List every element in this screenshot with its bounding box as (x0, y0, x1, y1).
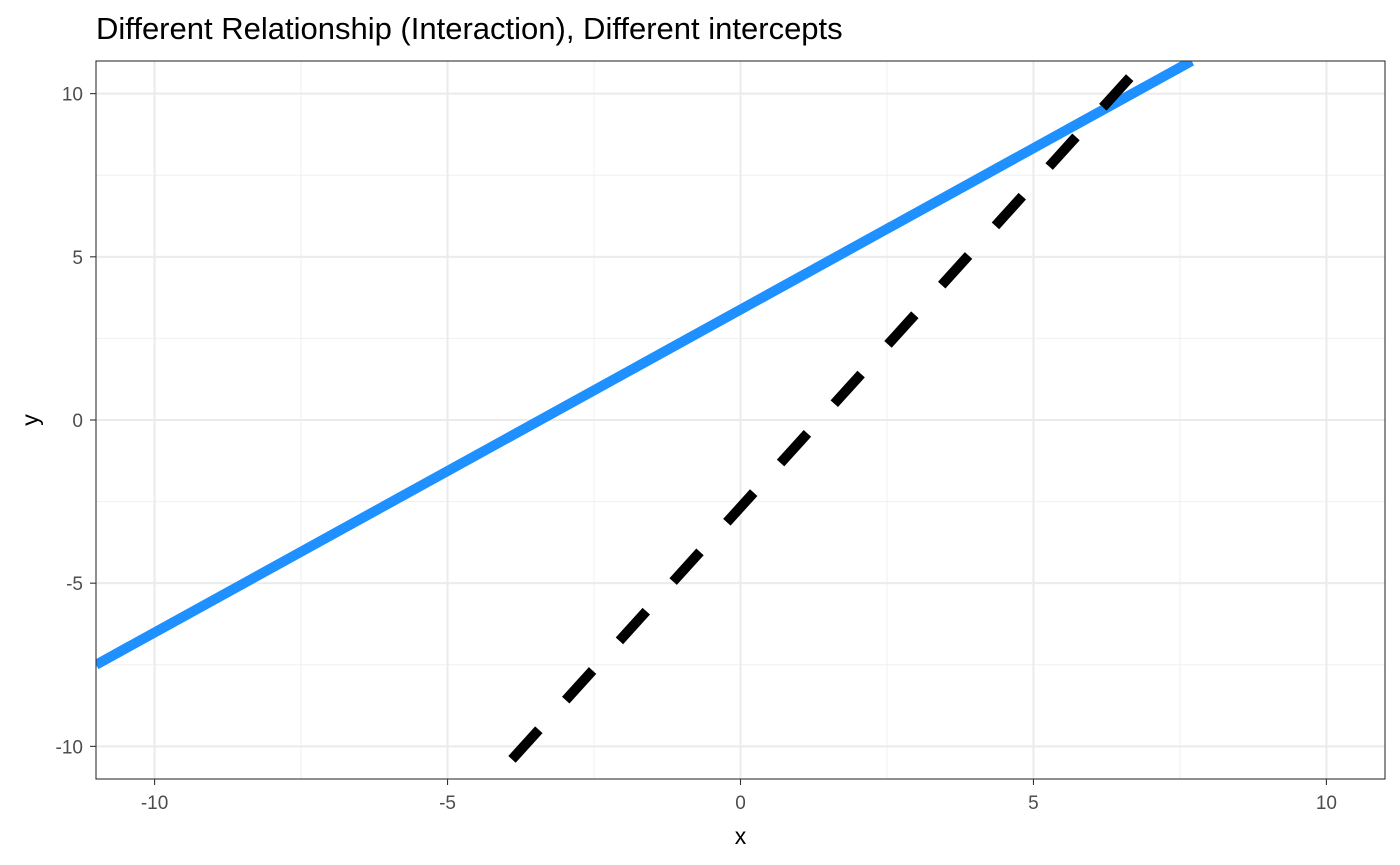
y-axis: -10 -5 0 5 10 (56, 85, 96, 758)
x-tick-label: -5 (439, 793, 456, 814)
x-tick-label: 10 (1316, 793, 1337, 814)
x-tick-label: 0 (735, 793, 746, 814)
chart-title: Different Relationship (Interaction), Di… (96, 11, 843, 46)
x-tick-label: -10 (141, 793, 168, 814)
x-tick-label: 5 (1028, 793, 1039, 814)
dashed-black-line (508, 61, 1149, 763)
x-axis-title: x (735, 823, 747, 849)
series-layer (96, 61, 1195, 763)
y-tick-label: -10 (56, 737, 83, 758)
solid-blue-line (96, 61, 1195, 670)
y-tick-label: -5 (66, 574, 83, 595)
y-tick-label: 0 (72, 411, 83, 432)
x-axis: -10 -5 0 5 10 (141, 779, 1337, 814)
grid-major (96, 61, 1385, 779)
y-tick-label: 5 (72, 248, 83, 269)
y-tick-label: 10 (62, 85, 83, 106)
y-axis-title: y (17, 414, 43, 426)
